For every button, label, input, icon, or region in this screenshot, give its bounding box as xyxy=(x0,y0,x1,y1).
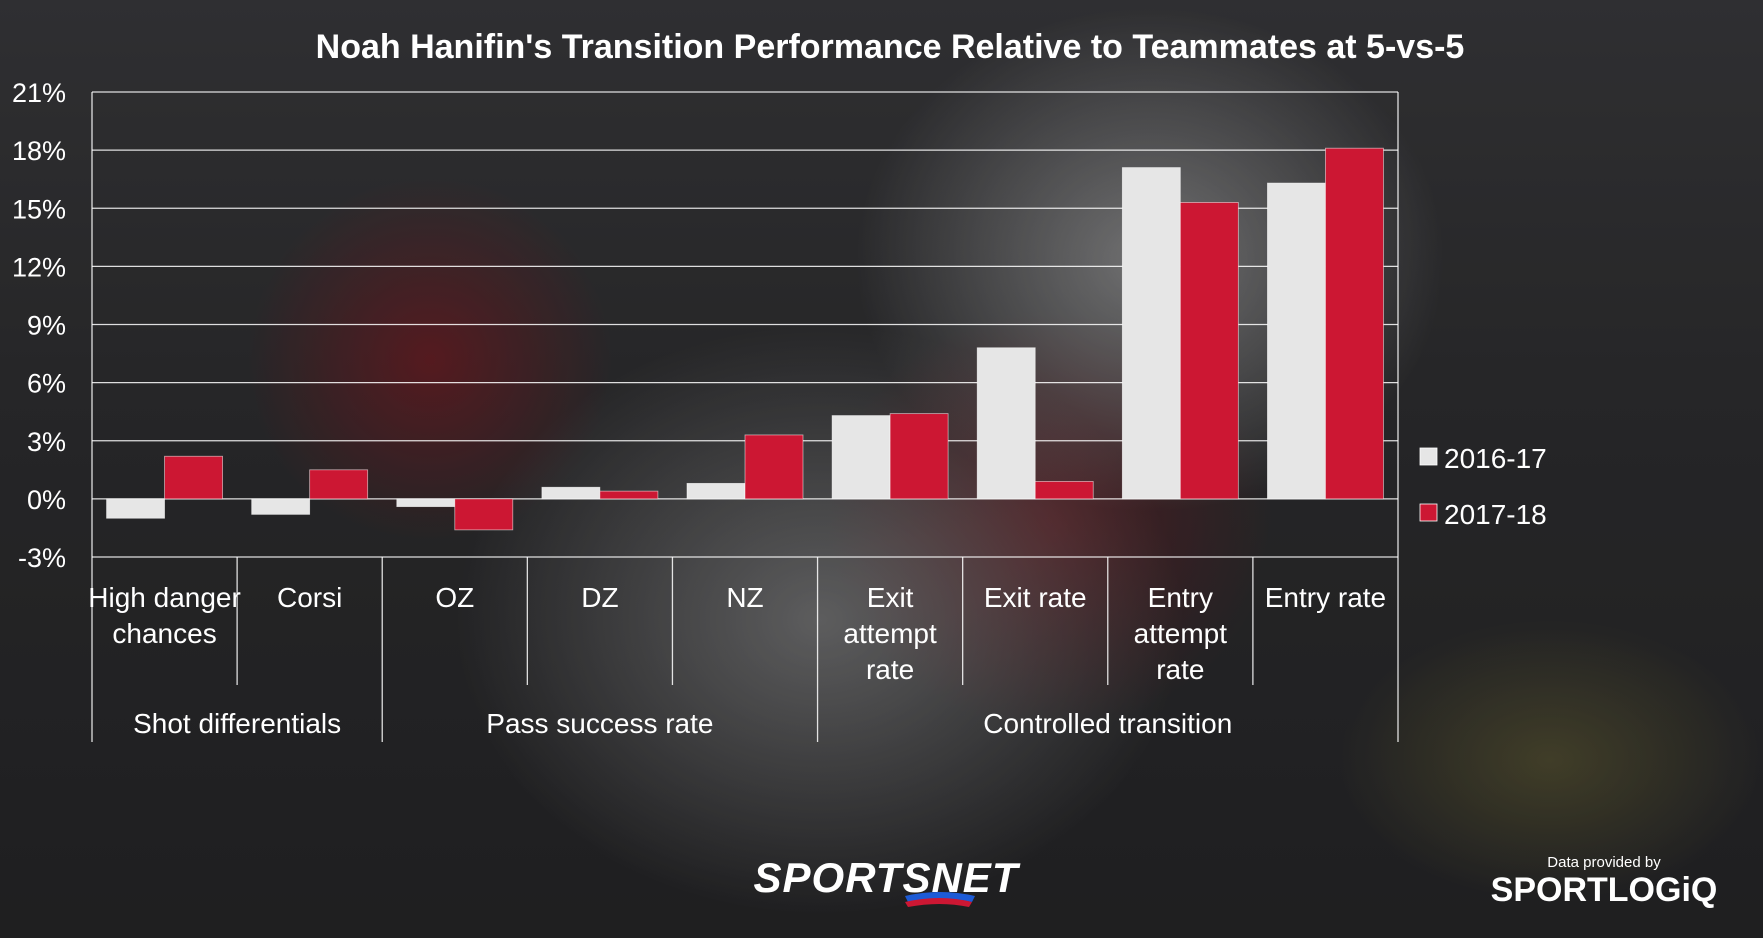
bar-series2 xyxy=(599,490,659,500)
category-label: Exit attempt rate xyxy=(843,582,937,685)
x-axis: High danger chances Corsi OZ DZ NZ Exit attempt… xyxy=(88,557,1399,742)
y-axis: 21% 18% 15% 12% 9% 6% 3% 0% -3% xyxy=(12,78,66,573)
y-tick-label: 6% xyxy=(27,369,66,399)
bar-series1 xyxy=(396,498,456,508)
sportsnet-logo: SPORTSNET xyxy=(754,854,1021,907)
bar-series2 xyxy=(454,498,514,531)
legend-swatch xyxy=(1419,503,1438,522)
category-label: OZ xyxy=(435,582,474,613)
bar-series1 xyxy=(541,486,601,500)
y-tick-label: 0% xyxy=(27,485,66,515)
bar-series1 xyxy=(106,498,165,519)
legend: 2016-17 2017-18 xyxy=(1419,443,1547,530)
group-label: Controlled transition xyxy=(983,708,1232,739)
y-tick-label: 21% xyxy=(12,78,66,108)
bar-series1 xyxy=(251,498,311,515)
y-tick-label: -3% xyxy=(18,543,66,573)
bar-series2 xyxy=(1034,481,1094,500)
bar-series2 xyxy=(744,434,804,500)
data-provided-by-text: Data provided by xyxy=(1547,854,1661,871)
bar-series2 xyxy=(1179,202,1239,500)
category-label: Entry attempt rate xyxy=(1134,582,1228,685)
bar-series1 xyxy=(686,482,746,500)
y-tick-label: 18% xyxy=(12,136,66,166)
bars xyxy=(106,147,1384,531)
legend-label: 2017-18 xyxy=(1444,499,1547,530)
bar-series2 xyxy=(309,469,369,500)
sportsnet-wordmark: SPORTSNET xyxy=(754,854,1021,901)
bar-series2 xyxy=(889,413,949,500)
legend-swatch xyxy=(1419,447,1438,466)
bar-series2 xyxy=(1325,147,1384,500)
y-tick-label: 12% xyxy=(12,252,66,282)
bar-series2 xyxy=(164,455,223,500)
category-label: Entry rate xyxy=(1265,582,1386,613)
y-tick-label: 9% xyxy=(27,311,66,341)
bar-series1 xyxy=(1267,182,1326,500)
category-label: High danger chances xyxy=(88,582,241,649)
bar-series1 xyxy=(1121,167,1181,500)
category-label: NZ xyxy=(726,582,763,613)
bar-series1 xyxy=(831,415,891,500)
group-label: Shot differentials xyxy=(133,708,341,739)
sportsnet-swoosh-red-icon xyxy=(905,898,972,907)
legend-label: 2016-17 xyxy=(1444,443,1547,474)
y-tick-label: 3% xyxy=(27,427,66,457)
category-label: DZ xyxy=(581,582,618,613)
bar-series1 xyxy=(976,347,1036,500)
sportlogiq-logo: Data provided by SPORTLOGiQ xyxy=(1491,854,1718,909)
category-label: Exit rate xyxy=(984,582,1087,613)
chart-title: Noah Hanifin's Transition Performance Re… xyxy=(316,28,1465,66)
sportlogiq-wordmark: SPORTLOGiQ xyxy=(1491,871,1718,909)
y-tick-label: 15% xyxy=(12,194,66,224)
category-label: Corsi xyxy=(277,582,342,613)
group-label: Pass success rate xyxy=(486,708,713,739)
